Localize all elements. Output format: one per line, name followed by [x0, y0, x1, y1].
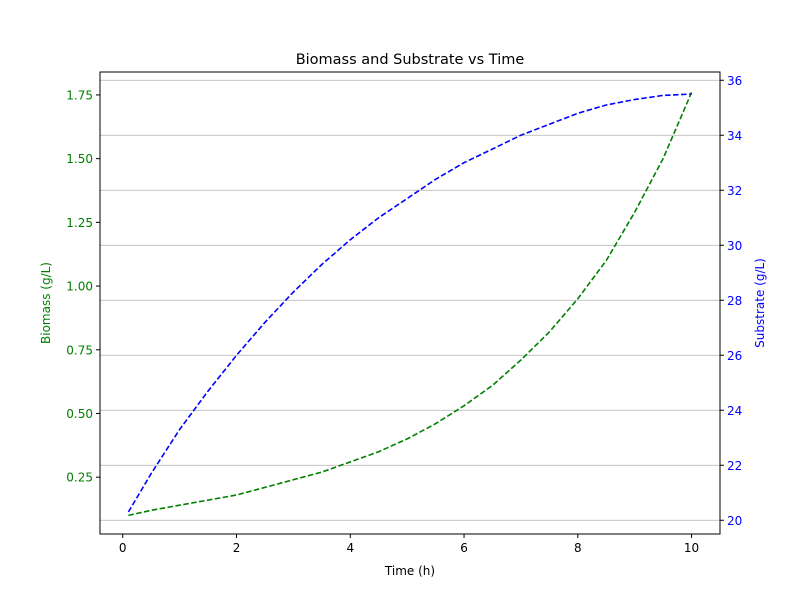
left-tick-label-6: 1.75: [66, 88, 93, 102]
x-axis: 0 2 4 6 8 10: [119, 534, 699, 555]
right-axis: 20 22 24 26 28 30 32 34 36: [720, 74, 742, 528]
x-tick-label-5: 10: [684, 541, 699, 555]
series-group: [127, 92, 693, 517]
right-tick-label-5: 30: [727, 239, 742, 253]
left-tick-label-5: 1.50: [66, 152, 93, 166]
left-axis-label: Biomass (g/L): [39, 262, 53, 344]
left-tick-label-3: 1.00: [66, 280, 93, 294]
right-tick-label-7: 34: [727, 129, 742, 143]
right-tick-label-4: 28: [727, 294, 742, 308]
x-tick-label-2: 4: [346, 541, 354, 555]
x-tick-label-1: 2: [233, 541, 241, 555]
left-tick-label-4: 1.25: [66, 216, 93, 230]
right-tick-label-3: 26: [727, 349, 742, 363]
x-tick-label-4: 8: [574, 541, 582, 555]
chart-title: Biomass and Substrate vs Time: [296, 52, 525, 68]
left-axis: 0.25 0.50 0.75 1.00 1.25 1.50 1.75: [66, 88, 100, 485]
biomass-series-line: [128, 92, 693, 517]
left-tick-label-0: 0.25: [66, 471, 93, 485]
x-axis-label: Time (h): [384, 564, 435, 578]
left-tick-label-2: 0.75: [66, 343, 93, 357]
plot-frame: [99, 71, 721, 535]
right-tick-label-1: 22: [727, 459, 742, 473]
right-tick-label-0: 20: [727, 514, 742, 528]
right-tick-label-2: 24: [727, 404, 742, 418]
right-tick-label-6: 32: [727, 184, 742, 198]
x-tick-label-3: 6: [460, 541, 468, 555]
x-tick-label-0: 0: [119, 541, 127, 555]
grid-lines: [100, 79, 720, 521]
substrate-series-line: [127, 93, 692, 513]
right-tick-label-8: 36: [727, 74, 742, 88]
left-tick-label-1: 0.50: [66, 407, 93, 421]
right-axis-label: Substrate (g/L): [753, 258, 767, 348]
